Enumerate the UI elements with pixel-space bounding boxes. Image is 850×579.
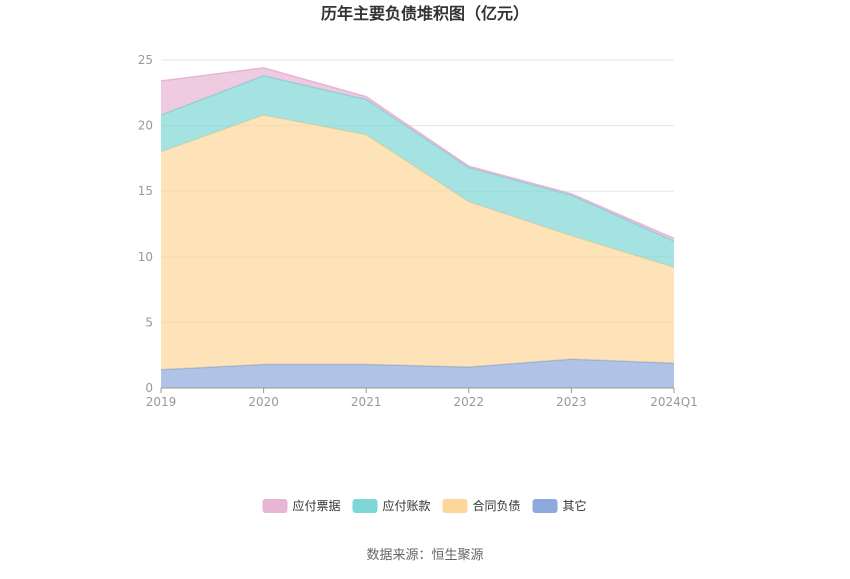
x-tick-label: 2019 <box>146 395 177 409</box>
legend-swatch <box>352 499 378 513</box>
y-tick-label: 0 <box>145 381 153 395</box>
legend-label: 合同负债 <box>473 498 521 513</box>
y-tick-label: 15 <box>138 184 153 198</box>
y-tick-label: 20 <box>138 119 153 133</box>
x-tick-label: 2020 <box>248 395 279 409</box>
area-1 <box>161 115 674 370</box>
legend: 应付票据 应付账款 合同负债 其它 <box>262 498 587 513</box>
legend-swatch <box>442 499 468 513</box>
legend-item: 其它 <box>532 498 587 513</box>
x-tick-label: 2022 <box>454 395 485 409</box>
legend-item: 应付账款 <box>352 498 431 513</box>
x-tick-label: 2021 <box>351 395 382 409</box>
y-tick-label: 25 <box>138 53 153 67</box>
chart-title: 历年主要负债堆积图（亿元） <box>321 4 529 23</box>
area-line-1 <box>160 114 675 269</box>
x-tick-label: 2024Q1 <box>650 395 698 409</box>
x-tick-label: 2023 <box>556 395 587 409</box>
data-source: 数据来源：恒生聚源 <box>366 548 483 563</box>
legend-label: 应付票据 <box>293 498 341 513</box>
legend-swatch <box>532 499 558 513</box>
legend-swatch <box>262 499 288 513</box>
area-2 <box>161 75 674 268</box>
legend-label: 应付账款 <box>383 498 431 513</box>
legend-item: 合同负债 <box>442 498 521 513</box>
y-tick-label: 5 <box>145 315 153 329</box>
y-tick-label: 10 <box>138 250 153 264</box>
area-series <box>160 67 675 388</box>
legend-item: 应付票据 <box>262 498 341 513</box>
axes: 0 5 10 15 20 25 2019 2020 2021 2022 2023 2024Q1 <box>138 53 698 409</box>
legend-label: 其它 <box>563 498 587 513</box>
area-line-3 <box>160 67 675 240</box>
area-0 <box>161 359 674 388</box>
area-3 <box>161 67 674 242</box>
